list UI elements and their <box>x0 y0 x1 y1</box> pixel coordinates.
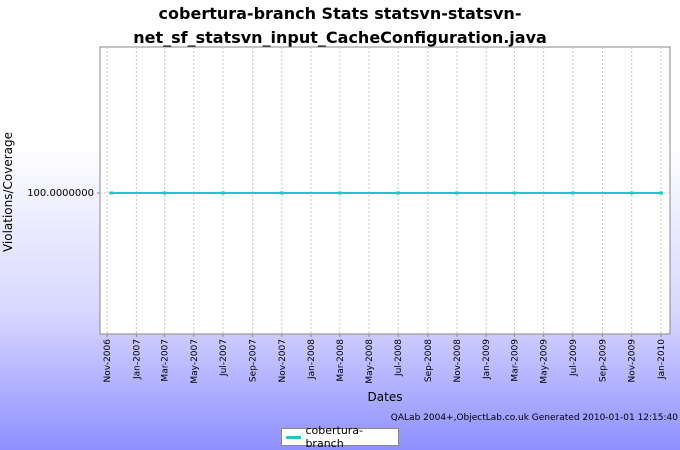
y-axis-label: Violations/Coverage <box>1 131 15 253</box>
x-tick-label: Jan-2009 <box>482 339 492 380</box>
chart-title: cobertura-branch Stats statsvn-statsvn- … <box>0 2 680 50</box>
data-point <box>279 191 284 195</box>
series-layer <box>109 191 663 195</box>
x-tick-label: Jan-2010 <box>657 339 667 380</box>
legend: cobertura-branch <box>281 424 399 450</box>
x-tick-label: Jan-2008 <box>307 339 317 380</box>
data-point <box>629 191 634 195</box>
data-point <box>162 191 167 195</box>
data-point <box>658 191 663 195</box>
x-tick-label: May-2009 <box>540 339 550 384</box>
chart-title-line-2: net_sf_statsvn_input_CacheConfiguration.… <box>133 28 547 47</box>
x-tick-label: Nov-2008 <box>453 339 463 383</box>
data-point <box>512 191 517 195</box>
data-point <box>396 191 401 195</box>
x-tick-label: May-2007 <box>190 339 200 384</box>
x-tick-label: Mar-2008 <box>336 339 346 382</box>
x-tick-label: May-2008 <box>365 339 375 384</box>
chart-title-line-1: cobertura-branch Stats statsvn-statsvn- <box>158 4 522 23</box>
y-tick-label: 100.0000000 <box>27 188 94 199</box>
data-point <box>570 191 575 195</box>
x-tick-label: Nov-2006 <box>103 339 113 383</box>
plot-area <box>99 46 671 335</box>
data-point <box>337 191 342 195</box>
legend-swatch <box>286 435 302 439</box>
data-point <box>109 191 114 195</box>
x-tick-label: Sep-2009 <box>599 339 609 382</box>
x-axis-label: Dates <box>367 390 403 404</box>
x-tick-label: Nov-2007 <box>278 339 288 382</box>
generator-footer: QALab 2004+,ObjectLab.co.uk Generated 20… <box>390 413 678 423</box>
x-tick-label: Jul-2007 <box>219 339 229 377</box>
x-tick-label: Sep-2008 <box>424 339 434 382</box>
data-point <box>220 191 225 195</box>
data-point <box>455 191 460 195</box>
x-tick-label: Mar-2009 <box>510 339 520 382</box>
x-tick-label: Jan-2007 <box>132 339 142 380</box>
x-tick-label: Jul-2009 <box>569 339 579 377</box>
x-tick-label: Sep-2007 <box>249 339 259 382</box>
x-tick-label: Jul-2008 <box>394 339 404 377</box>
x-tick-label: Nov-2009 <box>628 339 638 383</box>
x-tick-labels: Nov-2006 Jan-2007 Mar-2007 May-2007 Jul-2007… <box>103 334 667 384</box>
legend-label: cobertura-branch <box>305 424 364 450</box>
y-tick-labels: 100.0000000 <box>27 188 100 199</box>
x-tick-label: Mar-2007 <box>161 339 171 382</box>
